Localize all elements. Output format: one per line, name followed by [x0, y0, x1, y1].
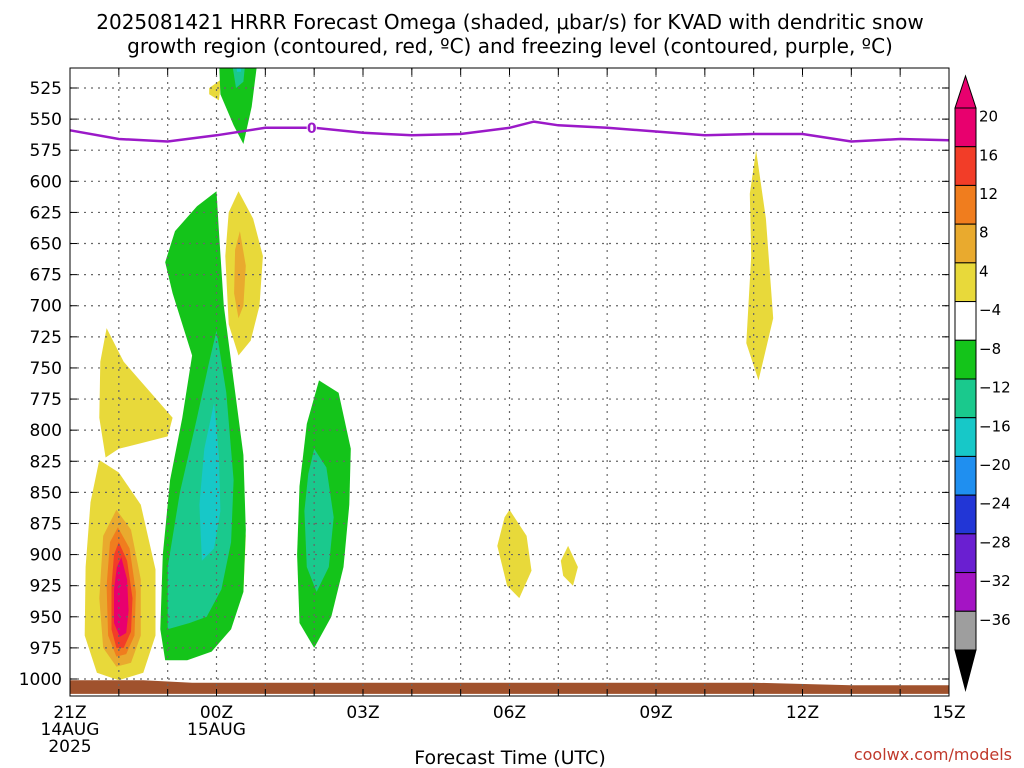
y-tick-label-9: 750 [30, 359, 62, 379]
omega-region-4 [114, 557, 129, 637]
colorbar-swatch-12 [954, 572, 977, 612]
omega-region-15 [199, 402, 221, 561]
omega-region-18 [236, 68, 242, 72]
freezing-level: 0 [69, 119, 950, 143]
colorbar-swatch-5 [954, 301, 977, 341]
colorbar-label-7: −12 [979, 379, 1011, 397]
colorbar-label-2: 12 [979, 185, 998, 203]
y-tick-label-10: 775 [30, 390, 62, 410]
chart-title-line-1: 2025081421 HRRR Forecast Omega (shaded, … [96, 10, 924, 34]
x-tick-label-1: 00Z 15AUG [187, 703, 246, 740]
y-tick-label-19: 1000 [19, 670, 62, 690]
colorbar-swatch-3 [954, 223, 977, 264]
freezing-level-label: 0 [307, 121, 317, 137]
x-tick-label-2: 03Z [346, 703, 379, 723]
x-axis: 21Z 14AUG 2025 00Z 15AUG 03Z 06Z 09Z 12Z 15Z [41, 68, 966, 757]
omega-region-20 [304, 448, 334, 592]
omega-region-17 [232, 68, 245, 88]
y-axis: 525 550 575 600 625 650 675 700 725 750 775 800 825 8… [19, 79, 949, 690]
y-tick-label-3: 600 [30, 172, 62, 192]
omega-region-10 [497, 509, 532, 599]
colorbar-swatch-8 [954, 417, 977, 457]
omega-region-21 [70, 680, 949, 694]
colorbar-bottom-arrow [954, 649, 977, 692]
colorbar-label-13: −36 [979, 611, 1011, 629]
colorbar-label-6: −8 [979, 340, 1001, 358]
y-tick-label-16: 925 [30, 577, 62, 597]
colorbar-swatch-1 [954, 146, 977, 186]
x-tick-label-0: 21Z 14AUG 2025 [41, 703, 100, 757]
omega-region-5 [99, 328, 173, 458]
colorbar-swatch-0 [954, 107, 977, 148]
y-tick-label-14: 875 [30, 514, 62, 534]
y-tick-label-13: 850 [30, 483, 62, 503]
y-tick-label-6: 675 [30, 266, 62, 286]
colorbar-label-4: 4 [979, 262, 989, 280]
colorbar-label-12: −32 [979, 572, 1011, 590]
freezing-level-label-bg [306, 119, 317, 134]
chart-title: 2025081421 HRRR Forecast Omega (shaded, … [96, 10, 924, 58]
freezing-level-line [69, 120, 950, 143]
colorbar-top-arrow [954, 74, 977, 109]
y-tick-label-1: 550 [30, 110, 62, 130]
omega-region-16 [219, 68, 257, 144]
y-tick-label-0: 525 [30, 79, 62, 99]
colorbar-swatch-7 [954, 378, 977, 419]
x-tick-label-5: 12Z [786, 703, 819, 723]
omega-region-11 [560, 545, 578, 586]
colorbar-swatch-6 [954, 339, 977, 380]
colorbar-label-0: 20 [979, 108, 998, 126]
y-tick-label-17: 950 [30, 608, 62, 628]
x-axis-label: Forecast Time (UTC) [414, 747, 605, 768]
colorbar-swatch-10 [954, 494, 977, 535]
y-tick-label-4: 625 [30, 203, 62, 223]
omega-region-6 [209, 79, 222, 101]
chart-title-line-2: growth region (contoured, red, ºC) and f… [127, 34, 893, 58]
x-tick-label-3: 06Z [493, 703, 526, 723]
colorbar-swatch-9 [954, 455, 977, 496]
credit-link[interactable]: coolwx.com/models [854, 745, 1012, 764]
y-tick-label-2: 575 [30, 141, 62, 161]
colorbar: 20 16 12 8 4 −4 −8 −12 −16 −20 −24 −28 −32 −36 [954, 74, 1011, 692]
colorbar-swatch-11 [954, 533, 977, 574]
y-tick-label-18: 975 [30, 639, 62, 659]
colorbar-swatch-4 [954, 262, 977, 303]
y-tick-label-7: 700 [30, 297, 62, 317]
y-tick-label-5: 650 [30, 235, 62, 255]
y-tick-label-12: 825 [30, 452, 62, 472]
y-tick-label-8: 725 [30, 328, 62, 348]
x-tick-label-6: 15Z [932, 703, 965, 723]
colorbar-label-10: −24 [979, 495, 1011, 513]
colorbar-label-5: −4 [979, 301, 1001, 319]
colorbar-label-9: −20 [979, 456, 1011, 474]
y-tick-label-15: 900 [30, 546, 62, 566]
colorbar-swatch-2 [954, 184, 977, 225]
colorbar-label-8: −16 [979, 417, 1011, 435]
colorbar-label-1: 16 [979, 146, 998, 164]
y-tick-label-11: 800 [30, 421, 62, 441]
omega-region-12 [746, 150, 774, 381]
x-tick-label-4: 09Z [639, 703, 672, 723]
colorbar-label-11: −28 [979, 533, 1011, 551]
colorbar-swatch-13 [954, 610, 977, 651]
colorbar-label-3: 8 [979, 224, 989, 242]
